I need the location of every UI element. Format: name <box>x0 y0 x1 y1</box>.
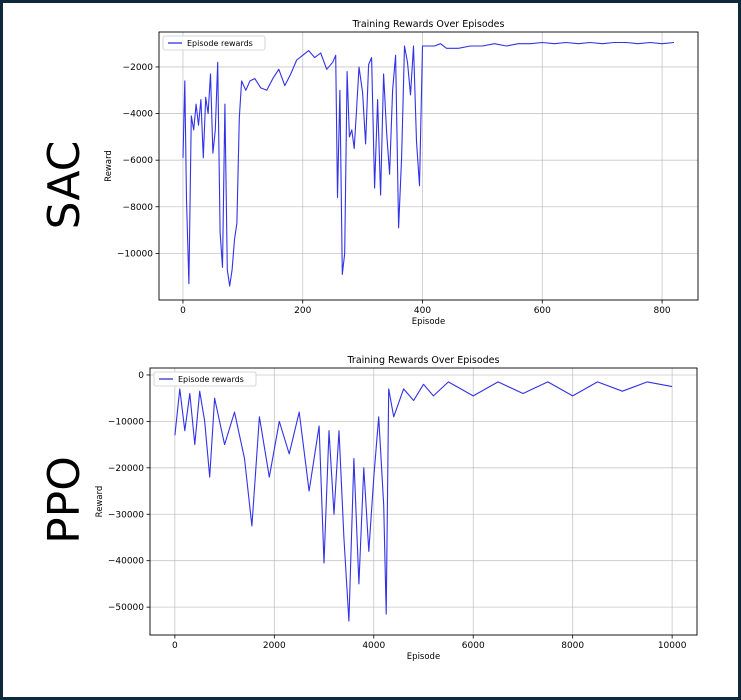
ppo-legend-box <box>153 371 257 387</box>
sac-ytick-label-0: −10000 <box>117 249 153 259</box>
ppo-ytick-label-2: −20000 <box>108 464 144 474</box>
sac-legend-box <box>162 35 266 51</box>
ppo-yaxis-label: Reward <box>95 486 105 518</box>
sac-chart-title: Training Rewards Over Episodes <box>352 19 505 30</box>
ppo-xtick-label-1: 2000 <box>263 641 286 651</box>
sac-xtick-label-0: 0 <box>180 306 186 316</box>
ppo-ytick-label-1: −10000 <box>108 417 144 427</box>
ppo-xtick-label-4: 8000 <box>561 641 584 651</box>
sac-series-line-0 <box>182 41 675 287</box>
ppo-ytick-label-0: 0 <box>138 371 144 381</box>
ppo-chart-title: Training Rewards Over Episodes <box>347 355 500 366</box>
sac-xtick-label-3: 600 <box>534 306 551 316</box>
sac-ytick-label-2: −6000 <box>123 156 154 166</box>
ppo-xaxis-label: Episode <box>407 652 440 662</box>
sac-xaxis-label: Episode <box>412 317 445 327</box>
ppo-xtick-label-2: 4000 <box>362 641 385 651</box>
sac-ytick-label-3: −4000 <box>123 110 154 120</box>
ppo-plot-frame <box>149 367 698 636</box>
sac-ytick-label-4: −2000 <box>123 63 154 73</box>
ppo-series-line-0 <box>174 381 673 622</box>
sac-xtick-label-2: 400 <box>414 306 431 316</box>
ppo-ytick-label-3: −30000 <box>108 510 144 520</box>
sac-legend-label: Episode rewards <box>187 39 253 48</box>
sac-ytick-label-1: −8000 <box>123 203 154 213</box>
ppo-ytick-label-5: −50000 <box>108 603 144 613</box>
sac-yaxis-label: Reward <box>104 150 114 182</box>
ppo-xtick-label-0: 0 <box>172 641 178 651</box>
ppo-xtick-label-3: 6000 <box>462 641 485 651</box>
sac-xtick-label-4: 800 <box>653 306 670 316</box>
ppo-legend-label: Episode rewards <box>178 375 244 384</box>
ppo-ytick-label-4: −40000 <box>108 557 144 567</box>
ppo-xtick-label-5: 10000 <box>658 641 687 651</box>
sac-xtick-label-1: 200 <box>294 306 311 316</box>
sac-plot-frame <box>158 31 699 301</box>
